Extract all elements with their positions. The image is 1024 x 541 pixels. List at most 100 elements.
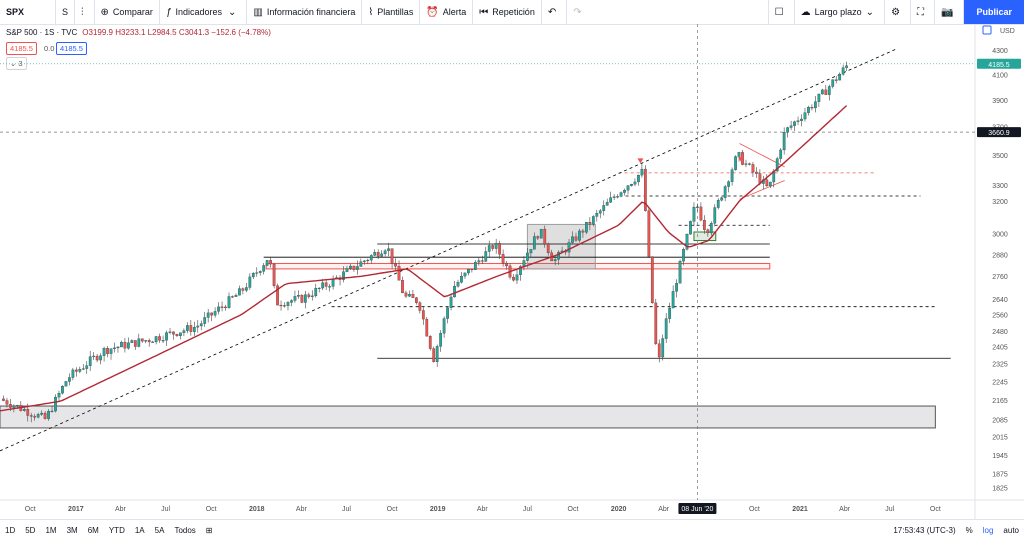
candle[interactable] [106, 348, 109, 354]
candle[interactable] [585, 221, 588, 233]
candle[interactable] [189, 325, 193, 332]
candle[interactable] [199, 323, 203, 327]
candle[interactable] [824, 89, 828, 95]
buy-price-box[interactable]: 4185.5 [56, 42, 87, 55]
candle[interactable] [796, 120, 800, 122]
candle[interactable] [706, 229, 710, 234]
candle[interactable] [730, 169, 734, 182]
candle[interactable] [283, 305, 286, 307]
candle[interactable] [567, 242, 571, 253]
candle[interactable] [793, 121, 796, 126]
candle[interactable] [376, 252, 380, 257]
candle[interactable] [140, 338, 144, 342]
candle[interactable] [265, 260, 269, 266]
candle[interactable] [161, 340, 165, 342]
candle[interactable] [40, 412, 44, 415]
candle[interactable] [779, 149, 783, 159]
candle[interactable] [81, 368, 85, 370]
candle[interactable] [810, 107, 814, 109]
candle[interactable] [494, 242, 498, 249]
candle[interactable] [737, 152, 741, 157]
candle[interactable] [473, 261, 477, 270]
candle[interactable] [650, 256, 654, 304]
down-arrow-marker[interactable] [637, 158, 644, 164]
candle[interactable] [598, 210, 602, 214]
candle[interactable] [179, 332, 182, 336]
period-button-5a[interactable]: 5A [154, 526, 165, 535]
candle[interactable] [519, 266, 522, 275]
period-button-todos[interactable]: Todos [174, 526, 196, 535]
candle[interactable] [314, 287, 318, 297]
candle[interactable] [213, 311, 217, 316]
candle[interactable] [595, 213, 599, 217]
candle[interactable] [470, 268, 474, 271]
candle[interactable] [834, 79, 838, 81]
candle[interactable] [574, 236, 578, 241]
candle[interactable] [95, 355, 99, 361]
candle[interactable] [512, 276, 515, 281]
candle[interactable] [536, 236, 540, 239]
candle[interactable] [224, 306, 227, 308]
candle[interactable] [390, 248, 394, 264]
candle[interactable] [61, 385, 64, 394]
candle[interactable] [99, 355, 102, 361]
candle[interactable] [36, 414, 40, 418]
candle[interactable] [158, 336, 161, 341]
candle[interactable] [71, 369, 75, 378]
candle[interactable] [820, 89, 824, 95]
candle[interactable] [789, 125, 793, 128]
candle[interactable] [144, 340, 148, 342]
period-button-3m[interactable]: 3M [66, 526, 78, 535]
candle[interactable] [689, 221, 692, 235]
candle[interactable] [394, 263, 397, 267]
candle[interactable] [258, 271, 262, 273]
period-button-1m[interactable]: 1M [45, 526, 57, 535]
candle[interactable] [324, 282, 328, 287]
candle[interactable] [127, 342, 130, 349]
candle[interactable] [817, 93, 821, 102]
candle[interactable] [748, 163, 751, 165]
candle[interactable] [727, 181, 731, 187]
candle[interactable] [442, 318, 446, 334]
candle[interactable] [349, 265, 352, 269]
candle[interactable] [43, 412, 47, 419]
candle[interactable] [702, 220, 706, 230]
candle[interactable] [380, 253, 384, 257]
candle[interactable] [453, 286, 456, 298]
candle[interactable] [92, 355, 96, 357]
candle[interactable] [841, 67, 845, 75]
candle[interactable] [807, 107, 810, 113]
trend-line[interactable] [0, 48, 897, 452]
candle[interactable] [276, 285, 279, 306]
candle[interactable] [120, 342, 123, 348]
date-range-icon[interactable]: ⊞ [205, 526, 213, 535]
candle[interactable] [467, 268, 470, 274]
candle[interactable] [22, 409, 26, 411]
candle[interactable] [675, 283, 678, 292]
candle[interactable] [255, 272, 259, 274]
candle[interactable] [418, 302, 422, 311]
candle[interactable] [515, 274, 519, 281]
candle[interactable] [300, 295, 304, 303]
candle[interactable] [244, 287, 248, 291]
candle[interactable] [845, 65, 848, 68]
candle[interactable] [172, 331, 175, 335]
candle[interactable] [307, 294, 311, 297]
candle[interactable] [123, 342, 127, 349]
candle[interactable] [421, 310, 425, 320]
candle[interactable] [57, 392, 61, 398]
candle[interactable] [446, 307, 449, 319]
candle[interactable] [168, 331, 172, 333]
candle[interactable] [33, 416, 37, 418]
layout-name-button[interactable]: ☁ Largo plazo ⌄ [795, 0, 886, 24]
candle[interactable] [279, 304, 283, 307]
candle[interactable] [404, 292, 408, 297]
candle[interactable] [786, 127, 789, 133]
candle[interactable] [751, 164, 755, 173]
candle[interactable] [831, 79, 835, 87]
settings-button[interactable]: ⚙ [885, 0, 912, 24]
candle[interactable] [151, 341, 155, 343]
candle[interactable] [529, 249, 533, 254]
clock[interactable]: 17:53:43 (UTC-3) [893, 526, 956, 535]
candle[interactable] [553, 259, 557, 262]
